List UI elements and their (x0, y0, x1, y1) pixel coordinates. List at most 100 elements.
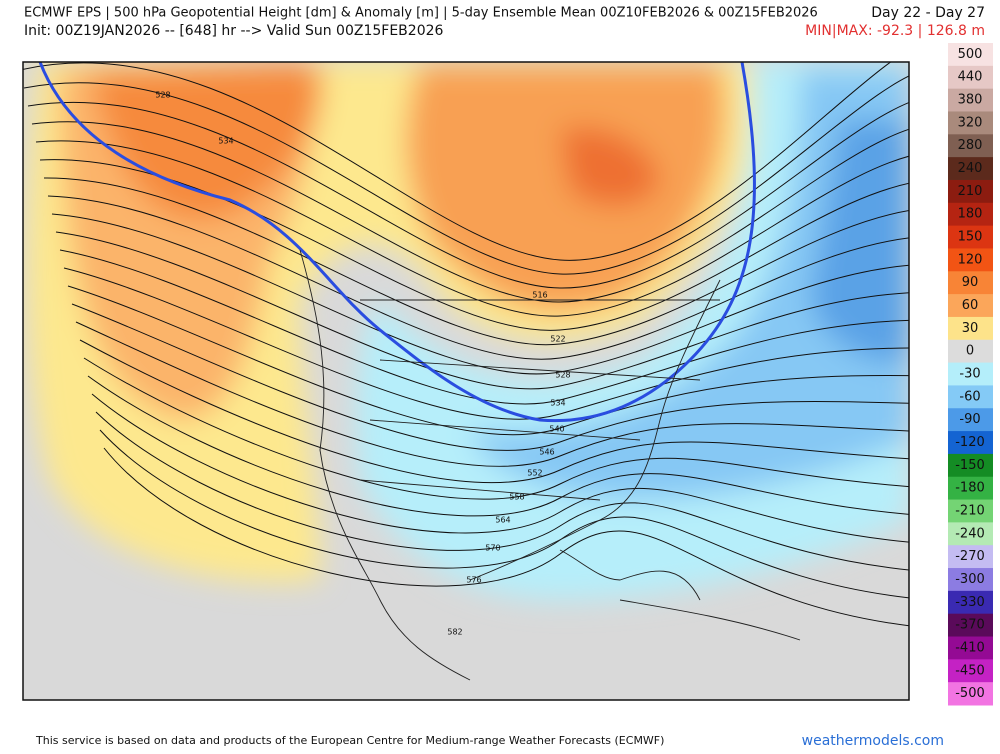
contour-label: 576 (466, 576, 481, 585)
colorbar-label: -210 (955, 503, 985, 518)
colorbar-label: -120 (955, 435, 985, 450)
colorbar-swatch (948, 499, 993, 523)
colorbar-swatch (948, 157, 993, 181)
minmax: MIN|MAX: -92.3 | 126.8 m (805, 23, 985, 39)
colorbar-swatch (948, 385, 993, 409)
colorbar-label: -410 (955, 640, 985, 655)
colorbar-swatch (948, 202, 993, 227)
colorbar-swatch (948, 294, 993, 318)
colorbar-swatch (948, 88, 993, 112)
colorbar-swatch (948, 179, 993, 204)
colorbar-label: -270 (955, 549, 985, 564)
days: Day 22 - Day 27 (871, 5, 985, 21)
contour-line (71, 303, 909, 451)
colorbar: 500 440 380 320 280 240 210 180 150 120 90 60 30 0 -30… (948, 43, 993, 706)
contour-line (63, 267, 909, 420)
colorbar-label: 90 (962, 275, 979, 290)
colorbar-swatch (948, 43, 993, 67)
colorbar-swatch (948, 568, 993, 592)
site-link[interactable]: weathermodels.com (802, 733, 944, 749)
colorbar-label: 180 (958, 207, 983, 222)
map-frame (22, 61, 910, 701)
colorbar-swatch (948, 65, 993, 90)
contour-line (83, 357, 909, 500)
height-contours (23, 62, 909, 627)
contour-line (55, 231, 909, 390)
contour-line (23, 62, 892, 261)
colorbar-swatch (948, 408, 993, 432)
contour-line (87, 375, 909, 517)
colorbar-label: -90 (959, 412, 980, 427)
contour-line (95, 411, 909, 571)
credit: This service is based on data and produc… (35, 734, 664, 747)
colorbar-swatch (948, 659, 993, 683)
colorbar-swatch (948, 134, 993, 158)
contour-line (79, 339, 909, 484)
contour-label: 534 (218, 137, 233, 146)
colorbar-swatch (948, 248, 993, 272)
init: Init: 00Z19JAN2026 -- [648] hr --> Valid… (24, 23, 444, 39)
colorbar-label: 150 (958, 230, 983, 245)
colorbar-label: -330 (955, 595, 985, 610)
colorbar-swatch (948, 225, 993, 249)
contour-label: 564 (495, 516, 510, 525)
contour-line (75, 321, 909, 467)
contour-line (47, 195, 909, 360)
colorbar-label: 30 (962, 321, 979, 336)
contour-labels: 528 534 516 522 528 534 540 546 552 558 564 570 576 5… (155, 91, 570, 637)
colorbar-label: 500 (958, 47, 983, 62)
contour-line (91, 393, 909, 543)
colorbar-swatch (948, 476, 993, 501)
colorbar-label: -450 (955, 663, 985, 678)
colorbar-swatch (948, 590, 993, 615)
colorbar-swatch (948, 682, 993, 706)
contour-label: 522 (550, 335, 565, 344)
contour-label: 528 (155, 91, 170, 100)
contour-line (27, 101, 909, 289)
colorbar-swatch (948, 316, 993, 341)
contour-label: 558 (509, 493, 524, 502)
colorbar-label: 240 (958, 161, 983, 176)
contour-line (59, 249, 909, 405)
colorbar-swatch (948, 636, 993, 660)
contour-label: 546 (539, 448, 554, 457)
contour-label: 570 (485, 544, 500, 553)
colorbar-swatch (948, 613, 993, 638)
colorbar-label: -180 (955, 481, 985, 496)
colorbar-label: 320 (958, 115, 983, 130)
colorbar-swatch (948, 522, 993, 546)
map: 528 534 516 522 528 534 540 546 552 558 564 570 576 5… (23, 62, 909, 700)
colorbar-swatch (948, 431, 993, 455)
contour-label: 552 (527, 469, 542, 478)
contour-label: 516 (532, 291, 547, 300)
colorbar-swatch (948, 339, 993, 364)
colorbar-swatch (948, 545, 993, 569)
colorbar-swatch (948, 362, 993, 386)
colorbar-label: 440 (958, 70, 983, 85)
contour-line (23, 75, 909, 275)
colorbar-label: -60 (959, 389, 980, 404)
contour-label: 534 (550, 399, 565, 408)
anomaly-fill (26, 62, 909, 600)
contour-label: 540 (549, 425, 564, 434)
colorbar-label: -240 (955, 526, 985, 541)
colorbar-label: -370 (955, 618, 985, 633)
colorbar-label: -30 (959, 367, 980, 382)
contour-label: 582 (447, 628, 462, 637)
colorbar-label: -150 (955, 458, 985, 473)
colorbar-label: 0 (966, 344, 974, 359)
colorbar-label: 380 (958, 93, 983, 108)
contour-label: 528 (555, 371, 570, 380)
colorbar-label: 60 (962, 298, 979, 313)
colorbar-label: 120 (958, 252, 983, 267)
colorbar-label: -300 (955, 572, 985, 587)
colorbar-label: 280 (958, 138, 983, 153)
anomaly-zero-line (38, 62, 756, 423)
contour-line (35, 140, 909, 317)
contour-line (31, 121, 909, 303)
coastlines (299, 249, 801, 681)
colorbar-swatch (948, 111, 993, 135)
contour-line (103, 447, 909, 627)
colorbar-swatch (948, 271, 993, 295)
